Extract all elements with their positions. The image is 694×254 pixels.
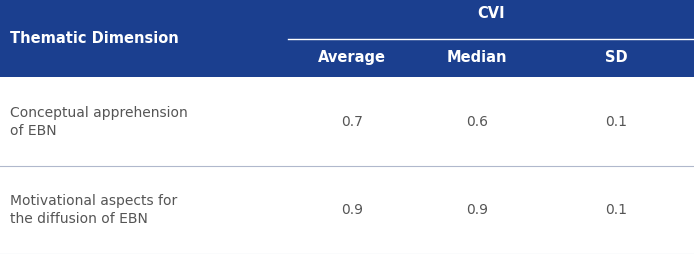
Bar [0, 166, 694, 254]
Text: Thematic Dimension: Thematic Dimension [10, 31, 179, 46]
Text: 0.1: 0.1 [605, 203, 627, 217]
Bar [0, 0, 694, 77]
Text: SD: SD [604, 50, 627, 65]
Text: Conceptual apprehension
of EBN: Conceptual apprehension of EBN [10, 106, 188, 138]
Text: 0.9: 0.9 [341, 203, 363, 217]
Text: Motivational aspects for
the diffusion of EBN: Motivational aspects for the diffusion o… [10, 194, 178, 226]
Text: CVI: CVI [477, 6, 505, 21]
Text: 0.9: 0.9 [466, 203, 488, 217]
Text: Median: Median [447, 50, 507, 65]
Text: 0.1: 0.1 [605, 115, 627, 129]
Text: 0.6: 0.6 [466, 115, 488, 129]
Bar [0, 77, 694, 166]
Text: Average: Average [319, 50, 386, 65]
Text: 0.7: 0.7 [341, 115, 363, 129]
